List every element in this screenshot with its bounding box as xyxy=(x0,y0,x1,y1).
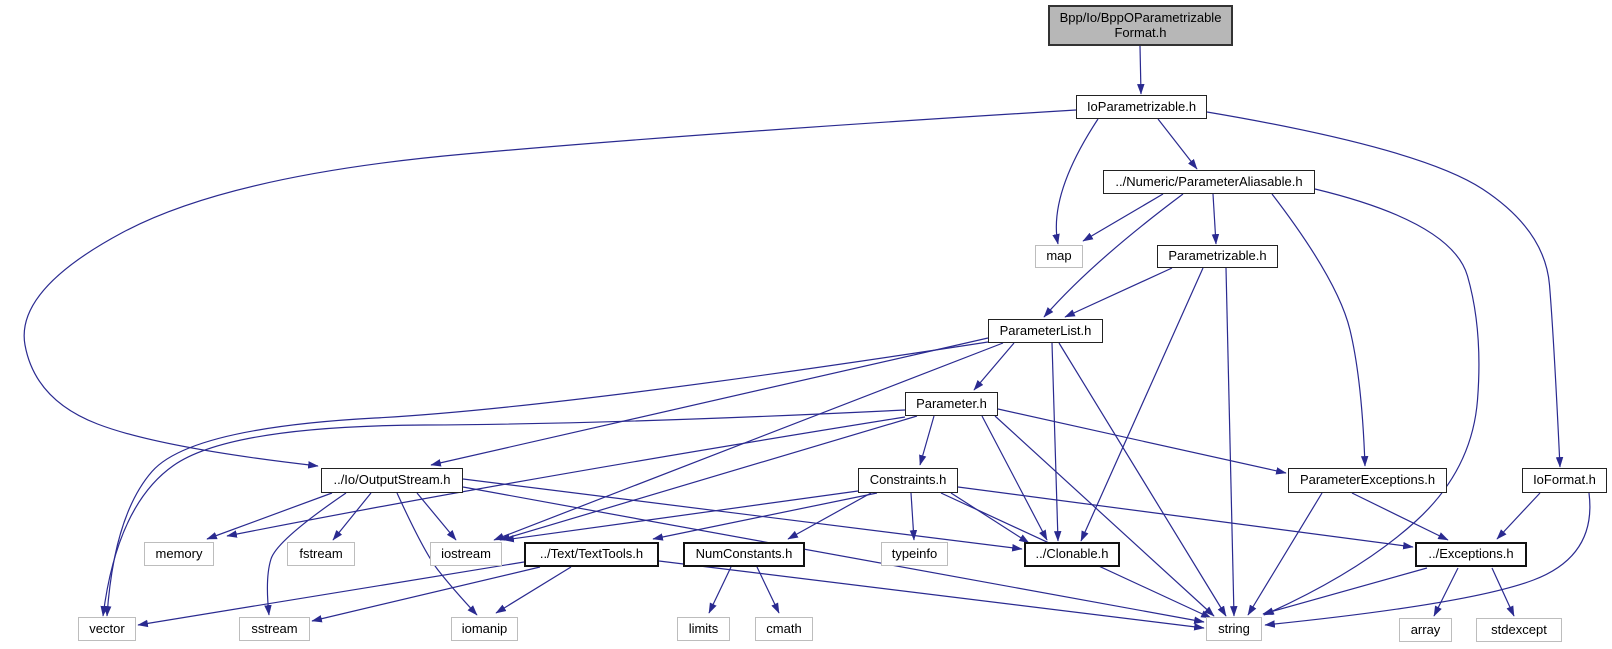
node-map: map xyxy=(1035,245,1083,268)
edge-parametrizable-to-parameterlist xyxy=(1064,267,1173,318)
edge-exceptions-to-string xyxy=(1262,567,1428,615)
edge-ioparametrizable-to-outputstream xyxy=(23,109,1077,469)
edge-parameteraliasable-to-string xyxy=(1263,188,1480,616)
node-parametrizable[interactable]: Parametrizable.h xyxy=(1157,245,1278,268)
edge-parameter-to-clonable xyxy=(981,415,1048,541)
node-iomanip: iomanip xyxy=(451,617,518,641)
edge-numconstants-to-cmath xyxy=(756,566,780,614)
edge-exceptions-to-array xyxy=(1433,567,1459,617)
edge-constraints-to-texttools xyxy=(652,492,878,541)
edge-exceptions-to-stdexcept xyxy=(1491,567,1515,617)
node-vector: vector xyxy=(78,617,136,641)
edge-parametrizable-to-clonable xyxy=(1080,267,1204,542)
edge-constraints-to-typeinfo xyxy=(909,492,918,541)
edge-parameter-to-constraints xyxy=(919,415,935,466)
edge-outputstream-to-iomanip xyxy=(396,492,478,616)
node-constraints[interactable]: Constraints.h xyxy=(858,468,958,493)
edge-constraints-to-numconstants xyxy=(787,492,872,540)
node-parameterlist[interactable]: ParameterList.h xyxy=(988,319,1103,343)
edge-texttools-to-sstream xyxy=(311,566,541,623)
edge-parameteraliasable-to-parameterlist xyxy=(1043,193,1184,318)
node-cmath: cmath xyxy=(755,617,813,641)
edge-parametrizable-to-string xyxy=(1225,267,1238,617)
node-array: array xyxy=(1399,618,1452,642)
node-exceptions[interactable]: ../Exceptions.h xyxy=(1415,542,1527,567)
edge-parameter-to-vector xyxy=(100,409,906,617)
edge-parameterlist-to-outputstream xyxy=(430,337,989,467)
node-limits: limits xyxy=(677,617,730,641)
node-iostream: iostream xyxy=(430,542,502,566)
edge-parameter-to-parameterexceptions xyxy=(997,408,1287,475)
edge-outputstream-to-memory xyxy=(206,492,333,540)
node-memory: memory xyxy=(144,542,214,566)
edge-parameteraliasable-to-map xyxy=(1082,193,1164,242)
node-texttools[interactable]: ../Text/TextTools.h xyxy=(524,542,659,567)
node-string: string xyxy=(1206,617,1262,641)
node-parameteraliasable[interactable]: ../Numeric/ParameterAliasable.h xyxy=(1103,170,1315,194)
node-ioformat[interactable]: IoFormat.h xyxy=(1522,468,1607,493)
edge-outputstream-to-fstream xyxy=(332,492,372,541)
edge-outputstream-to-string xyxy=(462,486,1205,624)
node-sstream: sstream xyxy=(239,617,310,641)
edge-constraints-to-iostream xyxy=(503,490,859,543)
node-outputstream[interactable]: ../Io/OutputStream.h xyxy=(321,468,463,493)
edge-parameter-to-iostream xyxy=(499,415,918,541)
edge-outputstream-to-iostream xyxy=(416,492,457,541)
edge-constraints-to-exceptions xyxy=(957,486,1414,550)
edge-ioparametrizable-to-ioformat xyxy=(1206,111,1564,468)
node-parameterexceptions[interactable]: ParameterExceptions.h xyxy=(1288,468,1447,493)
edge-constraints-to-clonable xyxy=(950,492,1030,544)
edge-parameteraliasable-to-parametrizable xyxy=(1211,193,1220,245)
edge-parameterexceptions-to-string xyxy=(1247,492,1323,616)
edge-numconstants-to-limits xyxy=(708,566,732,614)
edge-ioformat-to-string xyxy=(1264,492,1591,628)
edge-bppo-to-ioparametrizable xyxy=(1137,45,1145,95)
node-parameter[interactable]: Parameter.h xyxy=(905,392,998,416)
edge-texttools-to-iomanip xyxy=(495,566,572,614)
edge-parameterlist-to-string xyxy=(1058,342,1227,617)
edge-parameterlist-to-parameter xyxy=(973,342,1015,391)
edge-parameter-to-string xyxy=(994,415,1215,617)
node-bppo: Bpp/Io/BppOParametrizable Format.h xyxy=(1048,5,1233,46)
edge-parameteraliasable-to-parameterexceptions xyxy=(1271,193,1369,467)
edge-ioparametrizable-to-map xyxy=(1052,118,1099,245)
edge-outputstream-to-sstream xyxy=(264,492,347,616)
edge-parameterexceptions-to-exceptions xyxy=(1351,492,1449,541)
edge-parameterlist-to-vector xyxy=(103,341,989,617)
edge-ioparametrizable-to-parameteraliasable xyxy=(1157,118,1198,170)
node-stdexcept: stdexcept xyxy=(1476,618,1562,642)
edge-outputstream-to-clonable xyxy=(462,478,1023,552)
edge-ioformat-to-exceptions xyxy=(1496,492,1541,540)
edge-parameterlist-to-clonable xyxy=(1051,342,1062,542)
edge-texttools-to-string xyxy=(658,560,1205,631)
node-typeinfo: typeinfo xyxy=(881,542,948,566)
node-fstream: fstream xyxy=(287,542,355,566)
node-ioparametrizable[interactable]: IoParametrizable.h xyxy=(1076,95,1207,119)
node-numconstants[interactable]: NumConstants.h xyxy=(683,542,805,567)
edge-texttools-to-vector xyxy=(137,561,525,628)
edge-parameterlist-to-iostream xyxy=(493,342,1004,541)
node-clonable[interactable]: ../Clonable.h xyxy=(1024,542,1120,567)
